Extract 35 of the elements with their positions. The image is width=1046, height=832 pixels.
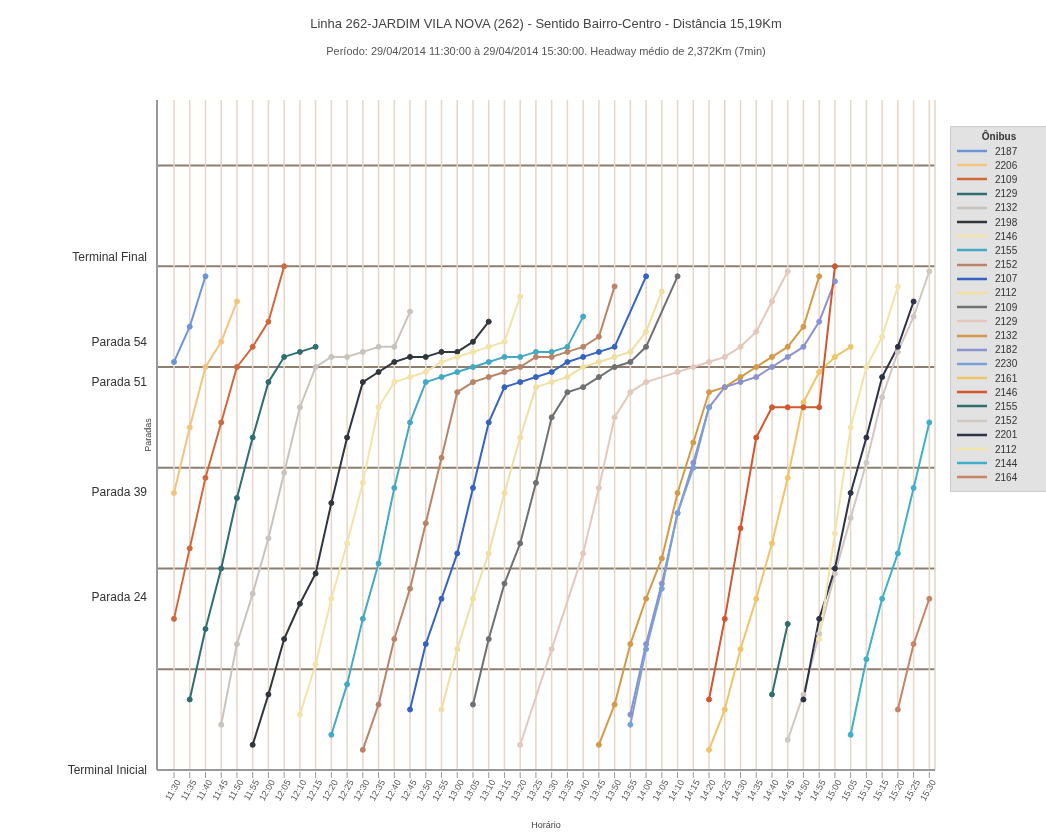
legend-label: 2182	[995, 344, 1018, 356]
legend-label: 2198	[995, 216, 1018, 228]
legend-label: 2109	[995, 173, 1018, 185]
text: Terminal Final	[72, 250, 147, 265]
legend-label: 2152	[995, 259, 1018, 271]
legend-label: 2146	[995, 386, 1018, 398]
legend-label: 2206	[995, 159, 1018, 171]
legend-label: 2132	[995, 330, 1018, 342]
legend-label: 2112	[995, 287, 1017, 299]
legend-label: 2155	[995, 244, 1018, 256]
legend-label: 2129	[995, 188, 1018, 200]
legend-label: 2144	[995, 457, 1018, 469]
legend-label: 2112	[995, 443, 1017, 455]
text: Parada 24	[91, 589, 148, 604]
text: Parada 51	[91, 375, 148, 390]
y-axis-title: Paradas	[143, 417, 153, 452]
legend-label: 2132	[995, 202, 1018, 214]
text: Parada 39	[91, 484, 148, 499]
chart-title: Linha 262-JARDIM VILA NOVA (262) - Sentido Bairro-Centro - Distância 15,19Km	[309, 16, 783, 31]
legend-label: 2164	[995, 471, 1018, 483]
text: Parada 54	[91, 334, 148, 349]
legend-title: Ônibus	[980, 131, 1018, 142]
x-axis-title: Horário	[531, 820, 561, 830]
legend-label: 2201	[995, 429, 1018, 441]
legend-label: 2187	[995, 145, 1018, 157]
text: Terminal Inicial	[67, 763, 147, 777]
legend-label: 2161	[995, 372, 1018, 384]
legend-label: 2146	[995, 230, 1018, 242]
legend-label: 2107	[995, 273, 1018, 285]
legend-label: 2129	[995, 315, 1018, 327]
legend-label: 2230	[995, 358, 1018, 370]
legend-label: 2109	[995, 301, 1018, 313]
chart-subtitle: Período: 29/04/2014 11:30:00 à 29/04/2014 15:30:00. Headway médio de 2,372Km (7min)	[325, 45, 767, 57]
legend-label: 2152	[995, 415, 1018, 427]
legend-label: 2155	[995, 400, 1018, 412]
